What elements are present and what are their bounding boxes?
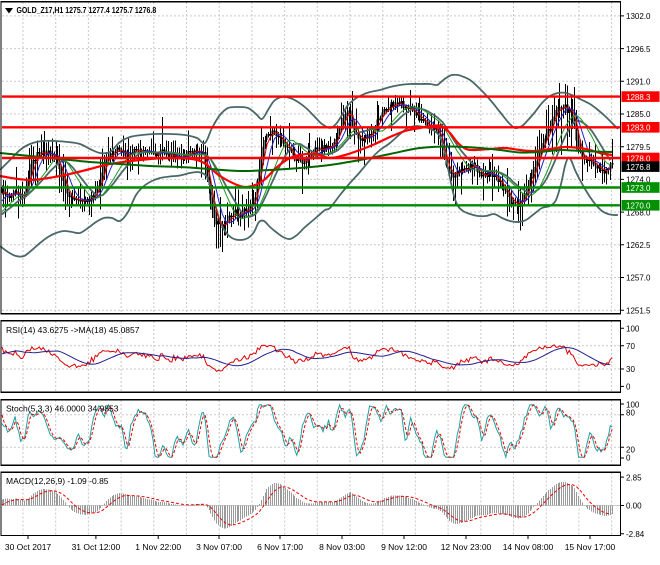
svg-text:15 Nov 17:00: 15 Nov 17:00 — [565, 542, 616, 552]
svg-text:1262.5: 1262.5 — [626, 241, 651, 250]
svg-text:RSI(14) 43.6275 ->MA(18) 45.0: RSI(14) 43.6275 ->MA(18) 45.0857 — [6, 325, 140, 335]
svg-text:-2.84: -2.84 — [626, 530, 645, 539]
svg-text:20: 20 — [626, 446, 635, 455]
svg-text:0.00: 0.00 — [626, 502, 642, 511]
svg-text:1283.0: 1283.0 — [626, 124, 651, 133]
svg-text:1296.5: 1296.5 — [626, 45, 651, 54]
svg-text:1288.3: 1288.3 — [626, 93, 651, 102]
svg-text:1279.5: 1279.5 — [626, 143, 651, 152]
svg-text:0: 0 — [626, 383, 631, 392]
svg-text:8 Nov 03:00: 8 Nov 03:00 — [319, 542, 365, 552]
svg-text:1273.0: 1273.0 — [626, 184, 651, 193]
svg-text:1276.8: 1276.8 — [626, 163, 651, 172]
svg-text:70: 70 — [626, 342, 635, 351]
svg-text:1251.5: 1251.5 — [626, 306, 651, 315]
svg-text:GOLD_Z17,H1 1275.7 1277.4 127: GOLD_Z17,H1 1275.7 1277.4 1275.7 1276.8 — [16, 5, 156, 15]
svg-text:31 Oct 12:00: 31 Oct 12:00 — [72, 542, 121, 552]
svg-text:80: 80 — [626, 409, 635, 418]
svg-text:30: 30 — [626, 365, 635, 374]
svg-text:1302.0: 1302.0 — [626, 12, 651, 21]
svg-text:1 Nov 22:00: 1 Nov 22:00 — [135, 542, 181, 552]
svg-text:3 Nov 07:00: 3 Nov 07:00 — [196, 542, 242, 552]
svg-text:1274.0: 1274.0 — [626, 176, 651, 185]
svg-text:Stoch(5,3,3) 46.0000 34.9853: Stoch(5,3,3) 46.0000 34.9853 — [6, 404, 119, 414]
svg-text:0: 0 — [626, 454, 631, 463]
svg-text:1268.0: 1268.0 — [626, 208, 651, 217]
svg-text:6 Nov 17:00: 6 Nov 17:00 — [257, 542, 303, 552]
svg-text:100: 100 — [626, 401, 640, 410]
svg-text:1285.0: 1285.0 — [626, 110, 651, 119]
svg-text:14 Nov 08:00: 14 Nov 08:00 — [503, 542, 554, 552]
svg-text:1270.0: 1270.0 — [626, 202, 651, 211]
svg-text:1278.0: 1278.0 — [626, 154, 651, 163]
svg-text:1257.0: 1257.0 — [626, 274, 651, 283]
svg-text:100: 100 — [626, 325, 640, 334]
svg-text:1291.0: 1291.0 — [626, 78, 651, 87]
svg-text:30 Oct 2017: 30 Oct 2017 — [5, 542, 52, 552]
svg-text:12 Nov 23:00: 12 Nov 23:00 — [441, 542, 492, 552]
svg-text:MACD(12,26,9) -1.09 -0.85: MACD(12,26,9) -1.09 -0.85 — [6, 476, 109, 486]
svg-text:2.85: 2.85 — [626, 473, 642, 482]
svg-text:9 Nov 12:00: 9 Nov 12:00 — [381, 542, 427, 552]
